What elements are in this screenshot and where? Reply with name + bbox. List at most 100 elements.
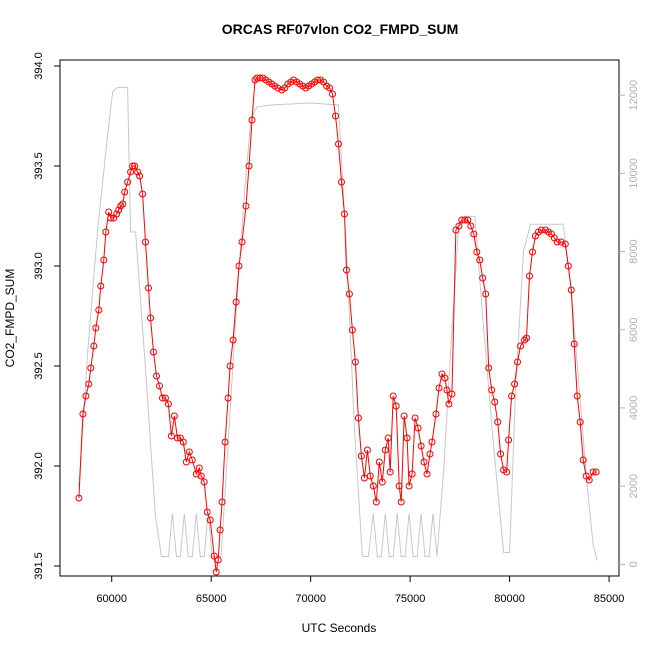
data-point: [238, 238, 246, 246]
data-point: [131, 162, 139, 170]
chart-title: ORCAS RF07vlon CO2_FMPD_SUM: [222, 21, 458, 37]
data-point: [386, 468, 394, 476]
data-point: [592, 468, 600, 476]
data-point: [354, 414, 362, 422]
data-point: [351, 358, 359, 366]
x-axis-label: UTC Seconds: [302, 621, 377, 635]
data-point: [115, 206, 123, 214]
data-point: [372, 498, 380, 506]
data-point: [389, 392, 397, 400]
y2-tick-label: 0: [628, 561, 640, 567]
data-point: [397, 498, 405, 506]
data-point: [256, 74, 264, 82]
data-point: [153, 372, 160, 380]
data-point: [557, 238, 565, 246]
y2-tick-label: 10000: [628, 158, 640, 189]
data-point: [573, 392, 581, 400]
data-point: [226, 362, 234, 370]
series-layer: [75, 74, 600, 576]
data-point: [210, 552, 218, 560]
data-point: [345, 290, 353, 298]
data-point: [420, 458, 428, 466]
data-point: [553, 238, 561, 246]
data-point: [514, 358, 521, 366]
data-point: [326, 84, 334, 92]
data-point: [150, 348, 157, 356]
data-point: [216, 526, 224, 534]
data-point: [381, 446, 389, 454]
data-point: [505, 436, 513, 444]
data-point: [414, 424, 422, 432]
data-point: [95, 306, 103, 314]
data-point: [218, 498, 226, 506]
data-point: [455, 222, 463, 230]
data-point: [206, 516, 214, 524]
data-point: [341, 210, 348, 218]
data-point: [107, 214, 115, 222]
y-axis-left: 391.5 392.0 392.5 393.0 393.5 394.0: [33, 52, 60, 580]
data-point: [576, 418, 584, 426]
data-point: [203, 508, 211, 516]
data-point: [87, 364, 95, 372]
data-point: [567, 286, 575, 294]
data-point: [417, 442, 425, 450]
x-tick-label: 80000: [494, 593, 525, 605]
data-point: [105, 208, 113, 216]
data-point: [245, 162, 253, 170]
data-point: [564, 262, 572, 270]
data-point: [170, 412, 178, 420]
data-point: [485, 364, 493, 372]
x-tick-label: 75000: [395, 593, 426, 605]
data-point: [473, 248, 481, 256]
data-point: [117, 202, 125, 210]
data-point: [366, 472, 374, 480]
x-tick-label: 85000: [594, 593, 625, 605]
data-point: [274, 84, 282, 92]
data-point: [221, 438, 229, 446]
data-point: [242, 202, 250, 210]
data-point: [235, 262, 243, 270]
data-point: [585, 476, 593, 484]
data-point: [92, 324, 100, 332]
data-point: [461, 216, 469, 224]
data-point: [464, 216, 472, 224]
data-point: [136, 172, 144, 180]
x-tick-label: 65000: [196, 593, 227, 605]
data-point: [494, 418, 502, 426]
data-point: [497, 450, 505, 458]
data-point: [384, 434, 392, 442]
data-point: [159, 394, 166, 402]
data-point: [579, 456, 587, 464]
y2-tick-label: 12000: [628, 80, 640, 111]
data-point: [79, 410, 87, 418]
data-point: [343, 266, 350, 274]
data-point: [441, 374, 449, 382]
data-point: [142, 238, 149, 246]
data-point: [314, 76, 322, 84]
data-point: [167, 432, 175, 440]
y2-tick-label: 4000: [628, 396, 640, 420]
series-line-co2: [78, 77, 597, 573]
data-point: [200, 478, 208, 486]
y-axis-right: 0 2000 4000 6000 8000 10000 12000: [619, 80, 640, 567]
data-point: [164, 400, 172, 408]
data-point: [332, 112, 339, 120]
data-point: [526, 272, 533, 280]
data-point: [470, 230, 478, 238]
y-tick-label: 391.5: [33, 552, 45, 580]
data-point: [378, 478, 386, 486]
data-point: [232, 298, 240, 306]
data-point: [348, 326, 356, 334]
data-point: [113, 210, 121, 218]
y2-tick-label: 6000: [628, 317, 640, 341]
data-point: [224, 394, 232, 402]
data-point: [479, 274, 487, 282]
data-point: [517, 342, 524, 350]
data-point: [185, 448, 193, 456]
data-point: [482, 290, 490, 298]
data-point: [195, 464, 203, 472]
data-point: [85, 380, 93, 388]
data-point: [363, 446, 371, 454]
data-point: [375, 458, 383, 466]
series-line-right-axis: [78, 86, 598, 561]
